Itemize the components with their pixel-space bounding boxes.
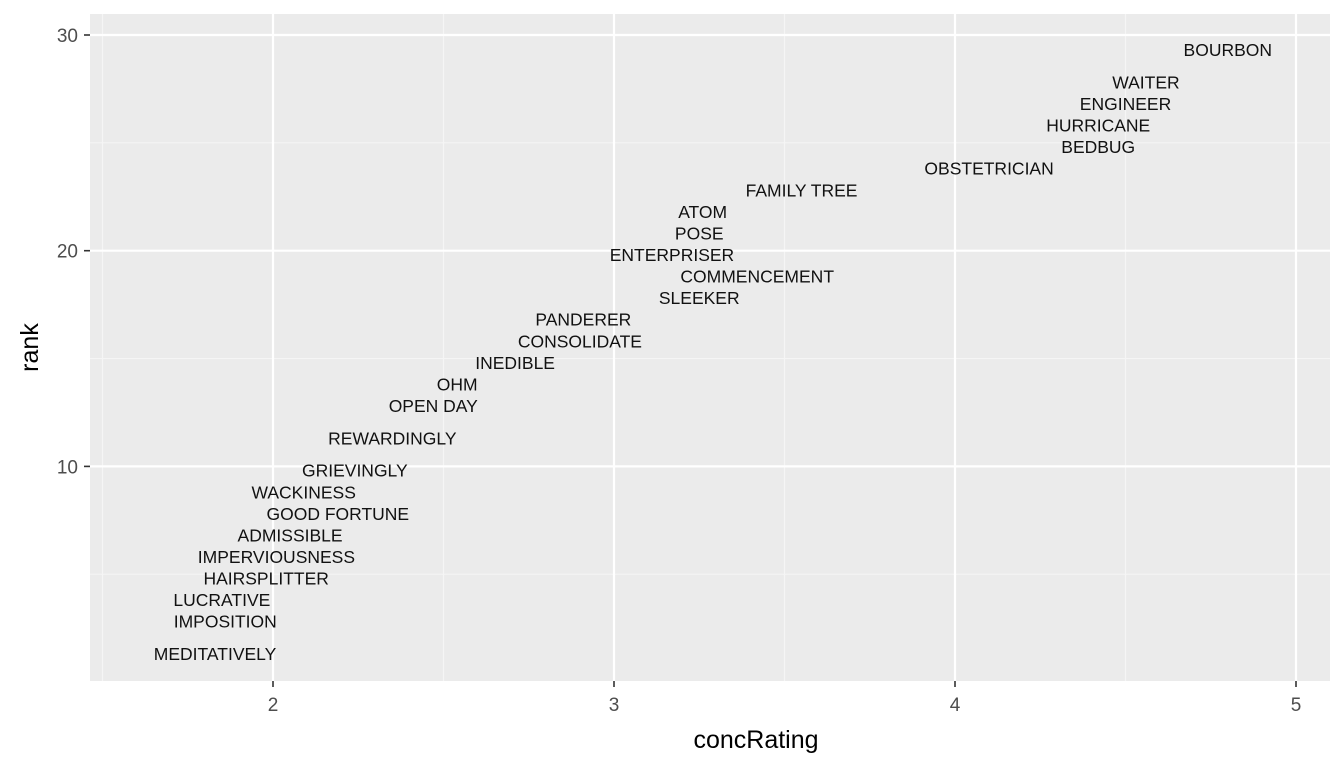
point-label: POSE bbox=[675, 223, 724, 243]
point-label: IMPOSITION bbox=[174, 612, 277, 632]
axis-ticks: 2 3 4 5 10 20 30 bbox=[57, 26, 1301, 716]
point-label: GOOD FORTUNE bbox=[266, 504, 409, 524]
grid-lines bbox=[90, 14, 1330, 681]
point-label: GRIEVINGLY bbox=[302, 461, 408, 481]
point-label: HURRICANE bbox=[1046, 116, 1150, 136]
point-label: MEDITATIVELY bbox=[154, 644, 277, 664]
y-tick-label: 10 bbox=[57, 457, 78, 478]
point-label: HAIRSPLITTER bbox=[203, 569, 328, 589]
x-axis-title: concRating bbox=[693, 726, 818, 754]
point-label: ATOM bbox=[678, 202, 727, 222]
point-label: IMPERVIOUSNESS bbox=[198, 547, 355, 567]
point-label: COMMENCEMENT bbox=[680, 267, 834, 287]
point-label: ENTERPRISER bbox=[610, 245, 734, 265]
y-axis-title: rank bbox=[16, 323, 44, 372]
y-tick-label: 30 bbox=[57, 26, 78, 47]
x-tick-label: 2 bbox=[268, 695, 279, 716]
point-label: REWARDINGLY bbox=[328, 428, 457, 448]
point-label: ENGINEER bbox=[1080, 94, 1171, 114]
point-label: CONSOLIDATE bbox=[518, 331, 642, 351]
point-label: INEDIBLE bbox=[475, 353, 555, 373]
point-label: OBSTETRICIAN bbox=[924, 159, 1053, 179]
word-labels: MEDITATIVELY IMPOSITIONLUCRATIVEHAIRSPLIT… bbox=[154, 40, 1272, 664]
x-tick-label: 5 bbox=[1291, 695, 1302, 716]
plot-panel bbox=[90, 14, 1330, 681]
x-tick-label: 4 bbox=[950, 695, 961, 716]
point-label: BOURBON bbox=[1184, 40, 1272, 60]
point-label: SLEEKER bbox=[659, 288, 740, 308]
point-label: PANDERER bbox=[535, 310, 631, 330]
x-tick-label: 3 bbox=[609, 695, 620, 716]
point-label: WAITER bbox=[1112, 72, 1179, 92]
point-label: OHM bbox=[437, 374, 478, 394]
point-label: BEDBUG bbox=[1061, 137, 1135, 157]
point-label: OPEN DAY bbox=[389, 396, 478, 416]
point-label: WACKINESS bbox=[252, 482, 356, 502]
point-label: FAMILY TREE bbox=[746, 180, 858, 200]
y-tick-label: 20 bbox=[57, 242, 78, 263]
point-label: LUCRATIVE bbox=[173, 590, 270, 610]
point-label: ADMISSIBLE bbox=[238, 525, 343, 545]
